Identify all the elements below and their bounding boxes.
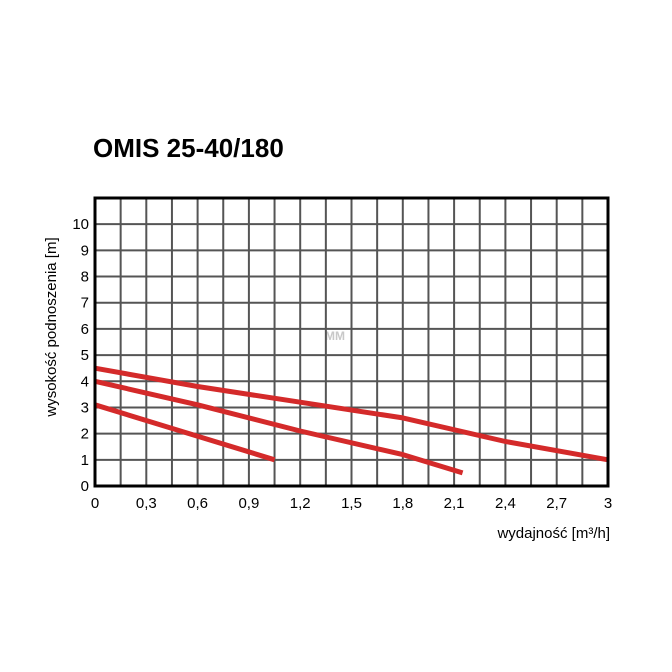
series-line-2 (94, 378, 464, 476)
x-tick-label: 1,2 (290, 495, 311, 512)
x-tick-label: 2,7 (546, 495, 567, 512)
watermark: MM (325, 329, 345, 343)
x-tick-label: 0,9 (238, 495, 259, 512)
x-tick-label: 0,3 (136, 495, 157, 512)
y-tick-label: 5 (81, 347, 89, 364)
grid (95, 198, 608, 486)
y-tick-label: 8 (81, 269, 89, 286)
y-tick-label: 10 (72, 216, 89, 233)
series-line-3 (94, 402, 276, 463)
y-tick-label: 4 (81, 373, 89, 390)
x-tick-label: 3 (604, 495, 612, 512)
chart-title: OMIS 25-40/180 (93, 133, 284, 163)
x-axis-ticks: 0 0,3 0,6 0,9 1,2 1,5 1,8 2,1 2,4 2,7 3 (91, 495, 612, 512)
plot-frame (93, 196, 610, 488)
y-tick-label: 6 (81, 321, 89, 338)
y-tick-label: 1 (81, 452, 89, 469)
series-group (94, 365, 609, 476)
x-axis-label: wydajność [m³/h] (496, 525, 610, 542)
y-tick-label: 0 (81, 478, 89, 495)
y-axis-label: wysokość podnoszenia [m] (43, 237, 60, 417)
x-tick-label: 0,6 (187, 495, 208, 512)
x-tick-label: 0 (91, 495, 99, 512)
series-line-1 (94, 365, 609, 463)
x-tick-label: 2,1 (444, 495, 465, 512)
y-tick-label: 9 (81, 242, 89, 259)
y-tick-label: 2 (81, 426, 89, 443)
y-tick-label: 3 (81, 399, 89, 416)
x-tick-label: 2,4 (495, 495, 516, 512)
y-tick-label: 7 (81, 295, 89, 312)
x-tick-label: 1,5 (341, 495, 362, 512)
x-tick-label: 1,8 (392, 495, 413, 512)
y-axis-ticks: 0 1 2 3 4 5 6 7 8 9 10 (72, 216, 89, 495)
